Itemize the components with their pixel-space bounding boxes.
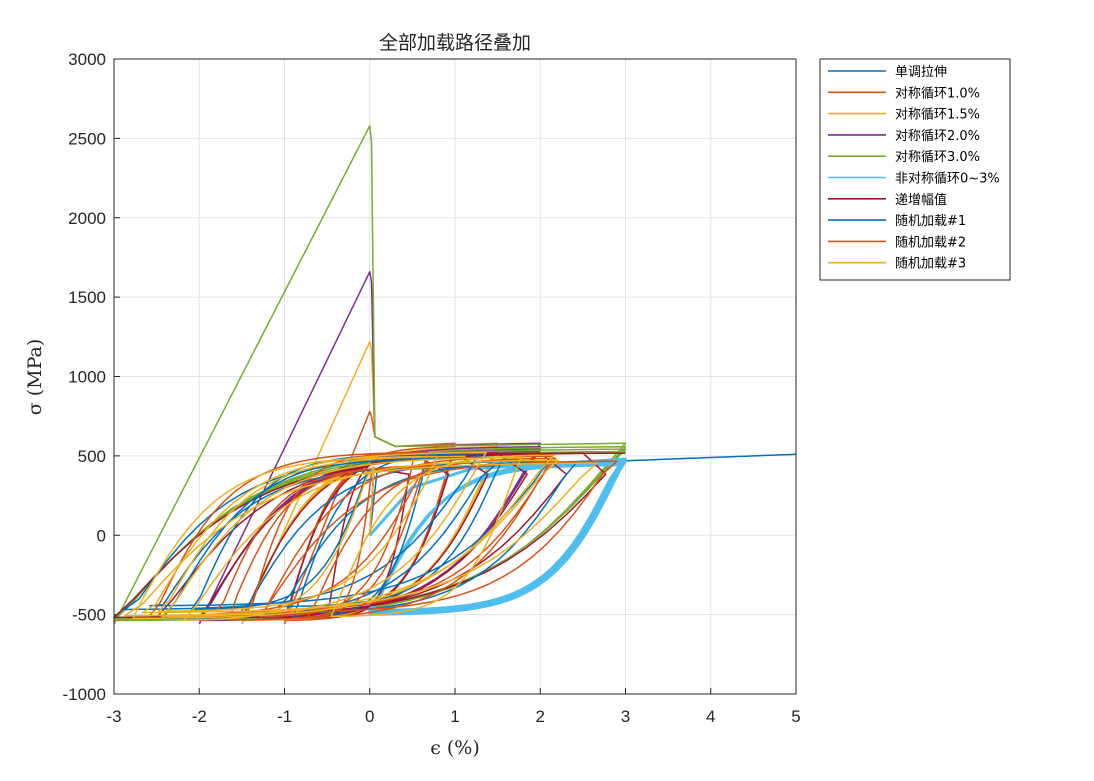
legend-entry: 对称循环3.0%	[895, 150, 980, 165]
x-tick-label: 3	[621, 707, 630, 726]
x-tick-labels: -3 -2 -1 0 1 2 3 4 5	[106, 707, 800, 726]
y-tick-label: 1500	[68, 288, 106, 307]
x-tick-label: 5	[791, 707, 800, 726]
y-tick-label: 2000	[68, 209, 106, 228]
x-axis-label: ϵ (%)	[430, 737, 480, 759]
y-tick-label: 2500	[68, 129, 106, 148]
y-axis-label: σ (MPa)	[24, 339, 46, 416]
x-tick-label: -3	[106, 707, 121, 726]
legend-entry: 对称循环2.0%	[895, 129, 980, 144]
series-line-9	[124, 451, 598, 622]
y-tick-label: -1000	[63, 685, 106, 704]
chart-title: 全部加载路径叠加	[379, 32, 531, 54]
legend-entry: 非对称循环0~3%	[895, 172, 1000, 187]
y-tick-label: 0	[97, 526, 106, 545]
y-tick-label: 1000	[68, 368, 106, 387]
legend-entry: 随机加载#2	[895, 235, 966, 250]
legend-entry: 对称循环1.0%	[895, 86, 980, 101]
legend-box	[819, 58, 1011, 281]
x-tick-label: -1	[277, 707, 292, 726]
legend-entry: 随机加载#1	[895, 214, 966, 229]
legend-entry: 单调拉伸	[895, 65, 947, 80]
legend-entry: 递增幅值	[895, 192, 947, 208]
legend-entry: 随机加载#3	[895, 257, 966, 272]
y-tick-labels: -1000 -500 0 500 1000 1500 2000 2500 3000	[63, 50, 106, 704]
x-tick-label: 1	[450, 707, 459, 726]
x-tick-label: -2	[192, 707, 207, 726]
x-tick-label: 2	[536, 707, 545, 726]
series-line-5	[368, 457, 627, 616]
y-tick-label: 500	[78, 447, 106, 466]
y-tick-label: 3000	[68, 50, 106, 69]
y-tick-label: -500	[72, 606, 106, 625]
legend-entry: 对称循环1.5%	[895, 108, 980, 123]
axes-box	[113, 58, 797, 695]
x-tick-label: 0	[365, 707, 374, 726]
curves	[113, 124, 797, 625]
series-line-8	[149, 451, 618, 621]
x-tick-label: 4	[706, 707, 715, 726]
